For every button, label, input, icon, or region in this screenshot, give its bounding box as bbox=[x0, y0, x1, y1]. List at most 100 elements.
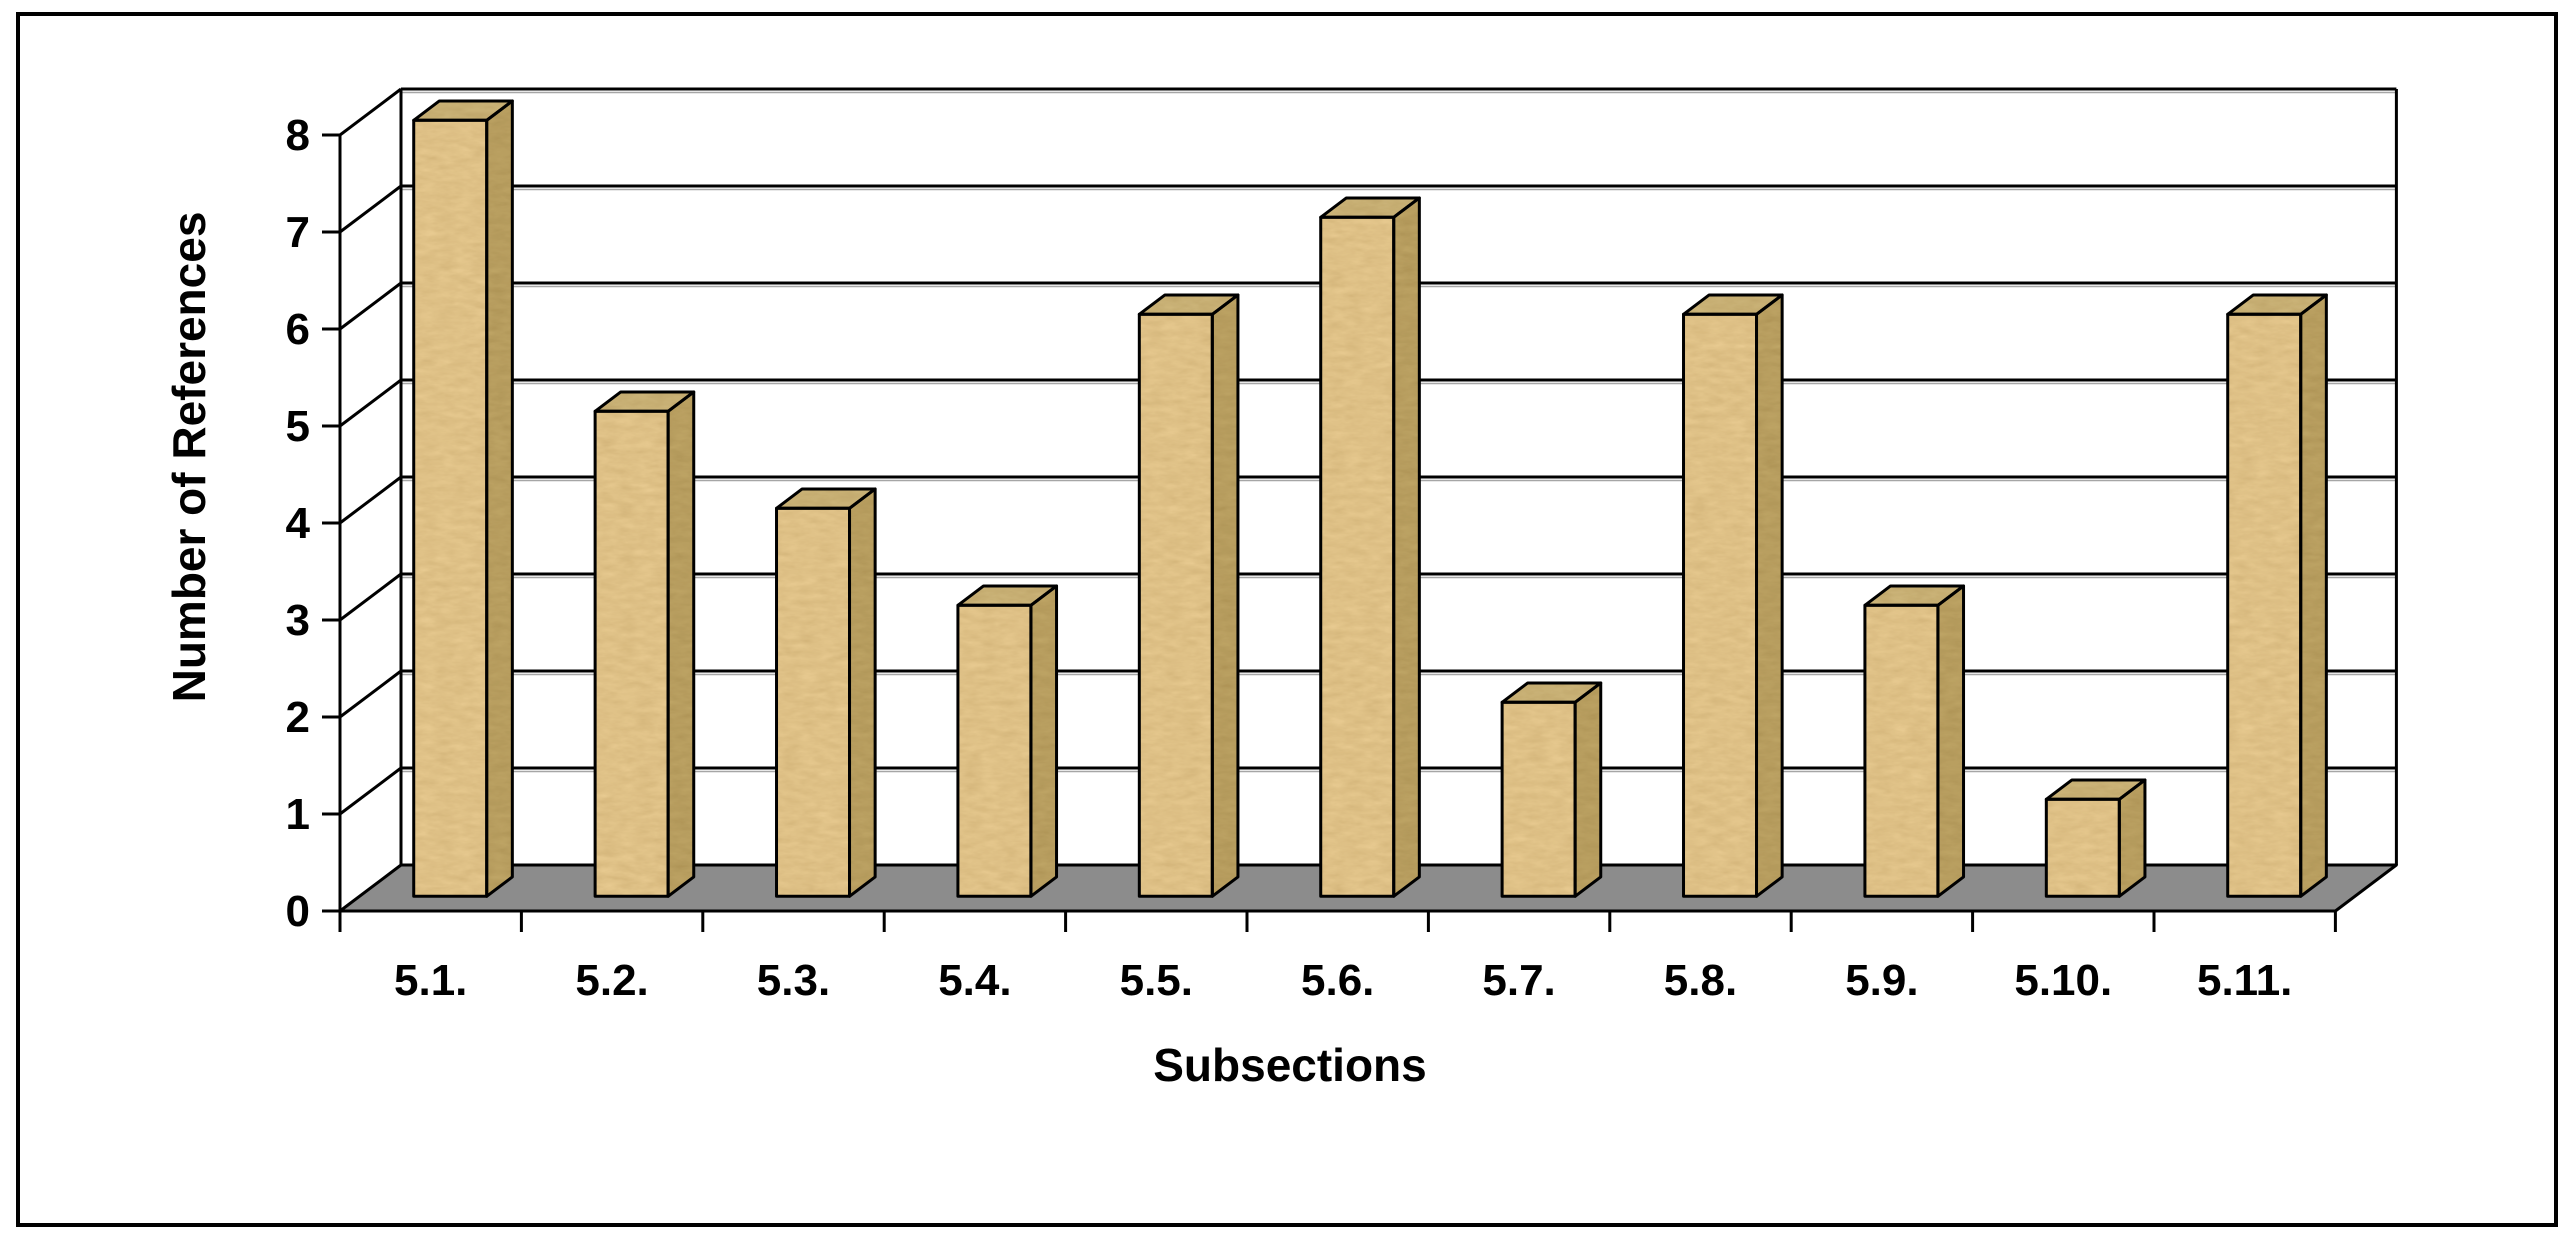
y-axis-title: Number of References bbox=[163, 212, 215, 703]
bar-front-outline bbox=[775, 506, 852, 898]
bar-front-outline bbox=[1137, 312, 1214, 898]
x-category-label: 5.4. bbox=[938, 956, 1011, 1005]
y-tick-label: 4 bbox=[286, 499, 311, 548]
y-tick-label: 6 bbox=[286, 305, 310, 354]
grid-diagonal bbox=[339, 572, 402, 622]
bar-top-face bbox=[1139, 294, 1238, 315]
bar-5.1 bbox=[412, 99, 514, 898]
bar-front-face bbox=[595, 411, 669, 897]
bar-side-face bbox=[2119, 779, 2145, 897]
bar-front-face bbox=[1320, 217, 1394, 897]
bar-side-face bbox=[1393, 197, 1420, 897]
bar-side-face bbox=[668, 391, 694, 897]
bar-5.5 bbox=[1137, 293, 1240, 898]
bar-front-face bbox=[1864, 605, 1938, 897]
x-category-label: 5.5. bbox=[1120, 956, 1193, 1005]
bar-front-outline bbox=[2226, 312, 2303, 898]
bar-faces bbox=[1139, 294, 1238, 897]
bar-front-outline bbox=[1319, 215, 1396, 898]
grid-diagonal bbox=[339, 475, 402, 525]
bar-5.2 bbox=[593, 390, 696, 898]
y-tick-label: 2 bbox=[286, 693, 310, 742]
grid-diagonal bbox=[339, 87, 402, 137]
bar-5.7 bbox=[1500, 681, 1603, 898]
y-tick-label: 7 bbox=[286, 208, 310, 257]
grid-diagonal bbox=[339, 766, 402, 816]
bar-top-face bbox=[2227, 294, 2327, 315]
grid-diagonal bbox=[339, 281, 402, 331]
bar-front-face bbox=[776, 508, 850, 897]
bar-front-face bbox=[1683, 314, 1757, 897]
bar-front-outline bbox=[2044, 797, 2121, 898]
y-tick-label: 3 bbox=[286, 596, 310, 645]
bar-top-face bbox=[776, 488, 876, 509]
bar-top-face bbox=[2046, 779, 2145, 800]
bar-front-face bbox=[413, 120, 487, 897]
bar-faces bbox=[413, 100, 513, 897]
grid-diagonal bbox=[339, 378, 402, 428]
x-category-label: 5.6. bbox=[1301, 956, 1374, 1005]
x-category-label: 5.7. bbox=[1482, 956, 1555, 1005]
chart-tick-labels: 0 1 2 3 4 5 6 7 8 5.1. 5.2. 5.3. 5.4. 5.5. 5.6. 5.7. 5.8… bbox=[286, 111, 2293, 1005]
grid-diagonal bbox=[339, 669, 402, 719]
bar-faces bbox=[1864, 585, 1964, 897]
bar-front-outline bbox=[1682, 312, 1759, 898]
bar-top-face bbox=[1683, 294, 1783, 315]
x-category-label: 5.11. bbox=[2197, 956, 2292, 1005]
bar-front-outline bbox=[412, 118, 489, 898]
bar-5.3 bbox=[775, 487, 877, 898]
bar-side-face bbox=[1937, 585, 1964, 897]
bar-side-face bbox=[2300, 294, 2327, 897]
bar-5.4 bbox=[956, 584, 1059, 898]
bar-side-face bbox=[1756, 294, 1783, 897]
bar-top-face bbox=[1864, 585, 1964, 606]
bar-5.8 bbox=[1682, 293, 1784, 898]
bar-side-face bbox=[1030, 585, 1057, 897]
bar-front-face bbox=[957, 605, 1031, 897]
grid-diagonal bbox=[339, 184, 402, 234]
bar-top-face bbox=[413, 100, 513, 121]
chart-axes bbox=[322, 133, 2337, 932]
bar-front-outline bbox=[593, 409, 670, 898]
bar-side-face bbox=[1212, 294, 1238, 897]
bar-faces bbox=[1502, 682, 1601, 897]
y-tick-label: 1 bbox=[286, 790, 310, 839]
bar-side-face bbox=[486, 100, 513, 897]
y-tick-label: 8 bbox=[286, 111, 310, 160]
bar-5.11 bbox=[2226, 293, 2328, 898]
bar-faces bbox=[1320, 197, 1420, 897]
x-category-label: 5.10. bbox=[2014, 956, 2112, 1005]
x-axis-title: Subsections bbox=[1153, 1039, 1427, 1091]
bar-front-outline bbox=[1500, 700, 1577, 898]
chart-bars bbox=[412, 99, 2328, 898]
bar-5.10 bbox=[2044, 778, 2147, 898]
bar-5.6 bbox=[1319, 196, 1421, 898]
bar-side-face bbox=[849, 488, 876, 897]
bar-top-face bbox=[1320, 197, 1420, 218]
bar-top-face bbox=[595, 391, 694, 412]
bar-front-face bbox=[1502, 702, 1576, 897]
y-tick-label: 5 bbox=[286, 402, 310, 451]
x-category-label: 5.1. bbox=[394, 956, 467, 1005]
bar-front-face bbox=[2046, 799, 2120, 897]
x-category-label: 5.3. bbox=[757, 956, 830, 1005]
x-category-label: 5.9. bbox=[1845, 956, 1918, 1005]
bar-faces bbox=[2227, 294, 2327, 897]
y-tick-label: 0 bbox=[286, 887, 310, 936]
bar-faces bbox=[1683, 294, 1783, 897]
bar-front-face bbox=[2227, 314, 2301, 897]
bar-front-outline bbox=[1863, 603, 1940, 898]
bar-side-face bbox=[1575, 682, 1601, 897]
bar-top-face bbox=[957, 585, 1057, 606]
x-category-label: 5.8. bbox=[1664, 956, 1737, 1005]
x-category-label: 5.2. bbox=[575, 956, 648, 1005]
bar-faces bbox=[2046, 779, 2145, 897]
bar-front-outline bbox=[956, 603, 1033, 898]
bar-top-face bbox=[1502, 682, 1601, 703]
bar-front-face bbox=[1139, 314, 1213, 897]
bar-faces bbox=[595, 391, 694, 897]
bar-faces bbox=[957, 585, 1057, 897]
bar-faces bbox=[776, 488, 876, 897]
